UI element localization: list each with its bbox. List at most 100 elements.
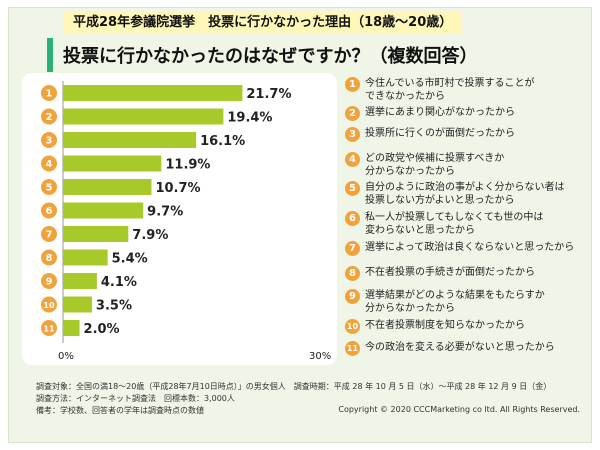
category-marker	[41, 273, 57, 289]
legend-item: 1 今住んでいる市町村で投票することが できなかったから	[345, 77, 585, 103]
category-label: 2	[46, 112, 53, 123]
category-label: 8	[46, 253, 53, 264]
bar	[63, 226, 129, 242]
legend-text-line: 不在者投票の手続きが面倒だったから	[365, 267, 535, 278]
legend-item: 4 どの政党や候補に投票すべきか 分からなかったから	[345, 152, 585, 178]
category-marker	[41, 249, 57, 266]
bar-value-label: 19.4%	[227, 111, 272, 126]
legend-text-line: 自分のように政治の事がよく分からない者は	[365, 182, 565, 193]
legend-text-line: できなかったから	[365, 91, 445, 102]
legend-number: 7	[345, 241, 360, 256]
category-marker	[41, 226, 57, 242]
legend-text-line: 選挙によって政治は良くならないと思ったから	[365, 242, 575, 253]
legend-item: 5 自分のように政治の事がよく分からない者は 投票しない方がよいと思ったから	[345, 181, 585, 207]
legend-text-line: 不在者投票制度を知らなかったから	[365, 320, 525, 331]
legend-text: 投票所に行くのが面倒だったから	[365, 127, 515, 140]
copyright: Copyright © 2020 CCCMarketing co ltd. Al…	[338, 405, 580, 414]
legend-text: 今住んでいる市町村で投票することが できなかったから	[365, 77, 535, 103]
bar	[63, 273, 97, 289]
legend-text: 選挙によって政治は良くならないと思ったから	[365, 241, 574, 254]
bar	[63, 202, 144, 219]
x-tick-label-min: 0%	[58, 351, 74, 362]
legend-text-line: 投票所に行くのが面倒だったから	[365, 128, 515, 139]
legend-text: 自分のように政治の事がよく分からない者は 投票しない方がよいと思ったから	[365, 181, 565, 207]
legend-item: 11 今の政治を変える必要がないと思ったから	[345, 341, 585, 356]
legend-text-line: 投票しない方がよいと思ったから	[365, 195, 515, 206]
legend-text-line: 私一人が投票してもしなくても世の中は	[365, 212, 544, 223]
legend-text-line: 分からなかったから	[365, 166, 455, 177]
page-title: 投票に行かなかったのはなぜですか？（複数回答）	[63, 46, 478, 67]
bar	[63, 108, 224, 125]
legend-item: 7 選挙によって政治は良くならないと思ったから	[345, 241, 585, 256]
category-label: 3	[46, 136, 53, 147]
category-marker	[41, 85, 57, 101]
bar	[63, 249, 108, 266]
legend-number: 5	[345, 181, 360, 196]
bar-value-label: 21.7%	[246, 87, 291, 102]
category-label: 7	[46, 230, 53, 241]
category-marker	[41, 132, 57, 148]
category-marker	[41, 296, 57, 313]
x-tick-label-max: 30%	[309, 351, 331, 362]
footer-line-3: 備考：学校数、回答者の学年は調査時点の数値	[36, 406, 204, 415]
survey-tag: 平成28年参議院選挙 投票に行かなかった理由（18歳〜20歳）	[63, 12, 463, 34]
legend-number: 4	[345, 152, 360, 167]
legend-text: 今の政治を変える必要がないと思ったから	[365, 341, 555, 354]
bar-value-label: 4.1%	[101, 275, 137, 290]
legend-item: 9 選挙結果がどのような結果をもたらすか 分からなかったから	[345, 289, 585, 315]
legend-text: 私一人が投票してもしなくても世の中は 変わらないと思ったから	[365, 211, 543, 237]
footer-notes: 調査対象：全国の満18〜20歳（平成28年7月10日時点）」の男女個人 調査時期…	[36, 381, 576, 417]
category-label: 11	[43, 325, 55, 334]
legend-number: 9	[345, 289, 360, 304]
bar-value-label: 9.7%	[147, 205, 183, 220]
legend-text-line: 今の政治を変える必要がないと思ったから	[365, 342, 555, 353]
legend-number: 2	[345, 106, 360, 121]
category-label: 6	[46, 206, 53, 217]
footer-line-1: 調査対象：全国の満18〜20歳（平成28年7月10日時点）」の男女個人 調査時期…	[36, 382, 552, 391]
category-label: 9	[46, 277, 53, 288]
bar	[63, 179, 152, 195]
bar-value-label: 2.0%	[84, 322, 120, 337]
legend-text: 選挙にあまり関心がなかったから	[365, 106, 515, 119]
legend-item: 8 不在者投票の手続きが面倒だったから	[345, 266, 585, 281]
category-marker	[41, 202, 57, 219]
bar	[63, 320, 80, 336]
legend-number: 1	[345, 77, 360, 92]
category-marker	[41, 155, 57, 172]
footer-line-2: 調査方法：インターネット調査法 回標本数：3,000人	[36, 394, 235, 403]
legend-text-line: どの政党や候補に投票すべきか	[365, 153, 505, 164]
legend-text-line: 変わらないと思ったから	[365, 225, 475, 236]
bar-value-label: 11.9%	[165, 158, 210, 173]
category-label: 10	[43, 301, 55, 310]
bar	[63, 155, 162, 172]
bar	[63, 296, 92, 313]
category-marker	[41, 320, 57, 336]
legend-text: 不在者投票の手続きが面倒だったから	[365, 266, 535, 279]
category-label: 1	[46, 89, 53, 100]
legend-item: 3 投票所に行くのが面倒だったから	[345, 127, 585, 142]
legend-item: 10 不在者投票制度を知らなかったから	[345, 319, 585, 334]
legend-text: 不在者投票制度を知らなかったから	[365, 319, 525, 332]
bar	[63, 85, 243, 101]
category-label: 4	[46, 159, 53, 170]
bar-value-label: 7.9%	[132, 228, 168, 243]
legend-number: 8	[345, 266, 360, 281]
category-marker	[41, 108, 57, 125]
category-marker	[41, 179, 57, 195]
legend-text-line: 選挙にあまり関心がなかったから	[365, 107, 515, 118]
title-accent-bar	[47, 38, 53, 72]
legend-number: 11	[345, 341, 360, 356]
legend-text: 選挙結果がどのような結果をもたらすか 分からなかったから	[365, 289, 545, 315]
legend-number: 10	[345, 319, 360, 334]
legend-text: どの政党や候補に投票すべきか 分からなかったから	[365, 152, 504, 178]
legend-number: 3	[345, 127, 360, 142]
legend-item: 6 私一人が投票してもしなくても世の中は 変わらないと思ったから	[345, 211, 585, 237]
legend-number: 6	[345, 211, 360, 226]
bar-chart: 0% 30% 1 21.7% 2 19.4% 3 16.1% 4 11.9% 5 10.7% 6 9.…	[41, 81, 331, 362]
legend-text-line: 選挙結果がどのような結果をもたらすか	[365, 290, 545, 301]
bar	[63, 132, 197, 148]
chart-panel: 0% 30% 1 21.7% 2 19.4% 3 16.1% 4 11.9% 5 10.7% 6 9.…	[22, 73, 337, 365]
bar-value-label: 10.7%	[155, 181, 200, 196]
bar-value-label: 5.4%	[112, 252, 148, 267]
legend-text-line: 分からなかったから	[365, 303, 455, 314]
